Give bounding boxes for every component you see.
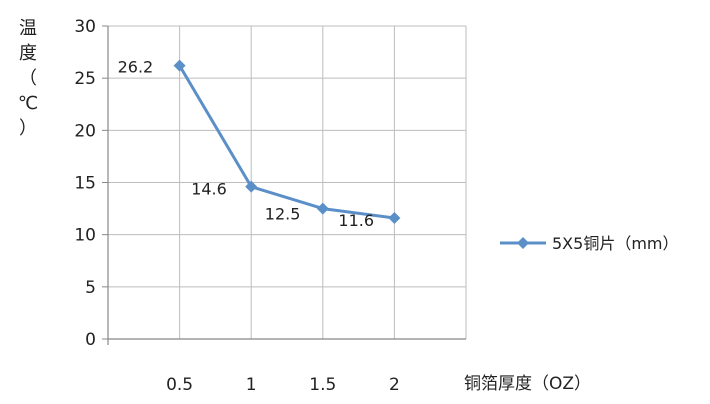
y-tick-label: 30 xyxy=(74,17,96,37)
y-tick-labels: 0 5 10 15 20 25 30 xyxy=(74,17,96,350)
legend-marker xyxy=(517,237,529,249)
y-axis-title-char: （ xyxy=(19,68,37,89)
y-axis-title: 温度 （ ℃ ） xyxy=(18,18,38,139)
y-tick-label: 5 xyxy=(85,278,96,298)
y-axis-title-char: 度 xyxy=(19,43,37,64)
y-axis-title-char: ℃ xyxy=(18,93,38,114)
x-tick-label: 0.5 xyxy=(166,375,193,395)
x-tick-label: 1.5 xyxy=(309,375,336,395)
y-tick-label: 15 xyxy=(74,174,96,194)
data-labels: 26.2 14.6 12.5 11.6 xyxy=(118,58,374,230)
y-tick-label: 20 xyxy=(74,121,96,141)
data-point-marker xyxy=(245,180,258,193)
series-line-path xyxy=(178,64,395,220)
y-tick-label: 0 xyxy=(85,330,96,350)
data-point-marker xyxy=(388,211,401,224)
axes xyxy=(102,25,466,345)
y-tick-label: 10 xyxy=(74,226,96,246)
data-label: 26.2 xyxy=(118,58,154,77)
y-tick-label: 25 xyxy=(74,69,96,89)
x-tick-labels: 0.5 1 1.5 2 xyxy=(166,375,400,395)
grid xyxy=(108,25,467,339)
legend-label: 5X5铜片（mm） xyxy=(552,234,679,253)
x-axis-title: 铜箔厚度（OZ） xyxy=(464,374,591,394)
y-axis-title-char: ） xyxy=(19,118,37,139)
data-point-marker xyxy=(173,59,186,72)
y-axis-title-char: 温 xyxy=(19,18,37,39)
data-label: 11.6 xyxy=(338,211,374,230)
x-tick-label: 2 xyxy=(389,375,400,395)
data-label: 14.6 xyxy=(191,180,227,199)
data-point-marker xyxy=(316,202,329,215)
data-label: 12.5 xyxy=(265,205,301,224)
legend: 5X5铜片（mm） xyxy=(500,234,679,253)
series-line xyxy=(173,59,401,224)
x-tick-label: 1 xyxy=(246,375,257,395)
